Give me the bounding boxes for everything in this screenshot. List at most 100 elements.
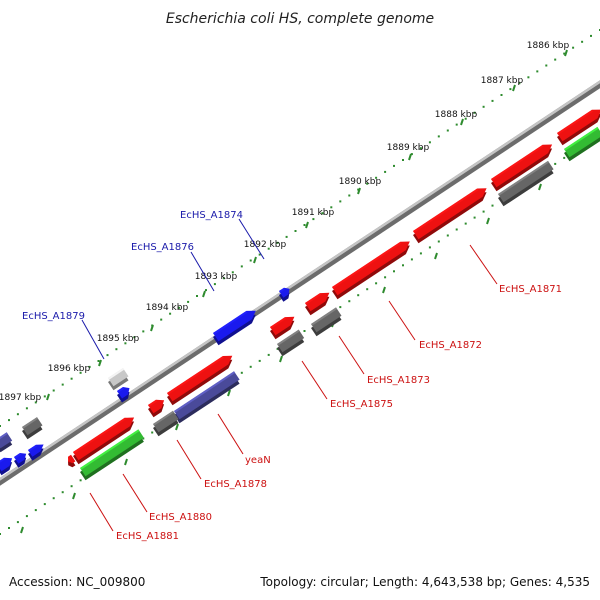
tick-label: 1891 kbp (292, 208, 335, 218)
gene-features (0, 109, 600, 481)
scale-dot (554, 162, 557, 165)
scale-dot (410, 258, 413, 261)
scale-dot (491, 99, 494, 102)
scale-dot (590, 34, 592, 37)
gene-arrow (28, 444, 44, 461)
gene-arrow (213, 310, 256, 346)
scale-dot (419, 252, 422, 255)
tick-mark (486, 217, 490, 225)
gene-label[interactable]: EcHS_A1873 (367, 375, 430, 386)
scale-dot (545, 64, 548, 67)
scale-dot (70, 377, 73, 380)
scale-dot (231, 271, 234, 274)
scale-dot (384, 170, 387, 173)
gene-arrow (22, 417, 43, 440)
gene-label[interactable]: EcHS_A1871 (499, 284, 562, 295)
tick-mark (408, 153, 412, 161)
tick-mark (72, 492, 76, 500)
gene-arrow (167, 355, 233, 406)
gene-arrow (270, 316, 295, 340)
gene-label[interactable]: EcHS_A1880 (149, 512, 212, 523)
scale-dot (563, 156, 566, 159)
leader-line (469, 244, 498, 285)
gene-label[interactable]: EcHS_A1881 (116, 531, 179, 542)
gene-label[interactable]: yeaN (245, 455, 271, 466)
scale-dot (482, 105, 485, 108)
gene-label[interactable]: EcHS_A1875 (330, 399, 393, 410)
gene-label-leaders (81, 218, 498, 532)
leader-line (217, 413, 244, 455)
scale-dot (437, 135, 440, 138)
gene-label[interactable]: EcHS_A1878 (204, 479, 267, 490)
scale-dot (222, 277, 225, 280)
scale-dot (43, 503, 46, 506)
scale-dot (79, 371, 82, 374)
scale-tick-marks (20, 49, 568, 534)
tick-mark (46, 393, 50, 401)
gene-arrow (332, 241, 410, 300)
gene-label[interactable]: EcHS_A1876 (131, 242, 194, 253)
scale-dot (25, 515, 28, 518)
tick-mark (512, 84, 516, 92)
tick-mark (382, 286, 386, 294)
gene-label[interactable]: EcHS_A1874 (180, 210, 243, 221)
gene-arrow (73, 417, 135, 465)
scale-dot (402, 264, 404, 267)
tick-mark (124, 458, 128, 466)
scale-dot (348, 300, 351, 303)
scale-dot (160, 318, 163, 321)
gene-label[interactable]: EcHS_A1872 (419, 340, 482, 351)
scale-dot (97, 360, 100, 362)
map-title: Escherichia coli HS, complete genome (166, 11, 434, 27)
scale-dot (384, 276, 387, 279)
gene-label[interactable]: EcHS_A1879 (22, 311, 85, 322)
scale-dot (357, 188, 360, 191)
scale-dot (464, 222, 467, 225)
tick-mark (150, 324, 154, 332)
gene-arrow (311, 307, 342, 337)
tick-label: 1895 kbp (97, 334, 140, 344)
scale-dot (527, 76, 530, 79)
scale-dotted-lines (0, 29, 600, 535)
gene-arrow (305, 292, 330, 316)
scale-dot (258, 253, 261, 256)
tick-label: 1886 kbp (527, 41, 570, 51)
tick-mark (538, 183, 542, 191)
scale-dot (393, 270, 395, 273)
tick-mark (564, 49, 568, 57)
gene-arrow (153, 410, 179, 437)
scale-dot (518, 82, 521, 85)
scale-dot (178, 306, 181, 309)
gene-arrow (0, 432, 13, 453)
gene-arrow (564, 126, 600, 162)
scale-dot (249, 365, 252, 368)
leader-line (238, 218, 265, 260)
leader-line (190, 251, 215, 292)
tick-mark (253, 256, 257, 264)
leader-line (89, 492, 114, 532)
tick-mark (227, 389, 231, 397)
scale-dot (142, 437, 145, 440)
tick-label: 1892 kbp (244, 240, 287, 250)
scale-dot (52, 497, 55, 500)
scale-dot (25, 407, 28, 410)
tick-label: 1889 kbp (387, 143, 430, 153)
genome-backbone (0, 80, 600, 486)
scale-dot (187, 300, 190, 303)
tick-label: 1888 kbp (435, 110, 478, 120)
scale-dot (366, 182, 369, 185)
tick-mark (305, 221, 309, 229)
tick-label: 1897 kbp (0, 393, 41, 403)
leader-line (301, 360, 328, 400)
scale-dot (482, 210, 485, 213)
leader-line (176, 439, 202, 480)
scale-dot (455, 123, 458, 126)
scale-dot (303, 224, 306, 226)
gene-arrow (279, 287, 290, 302)
leader-line (122, 473, 148, 513)
scale-dot (124, 342, 127, 345)
gene-labels: EcHS_A1874 EcHS_A1876 EcHS_A1879 EcHS_A1871… (22, 210, 562, 542)
scale-dot (0, 533, 1, 535)
scale-dot (357, 294, 360, 297)
